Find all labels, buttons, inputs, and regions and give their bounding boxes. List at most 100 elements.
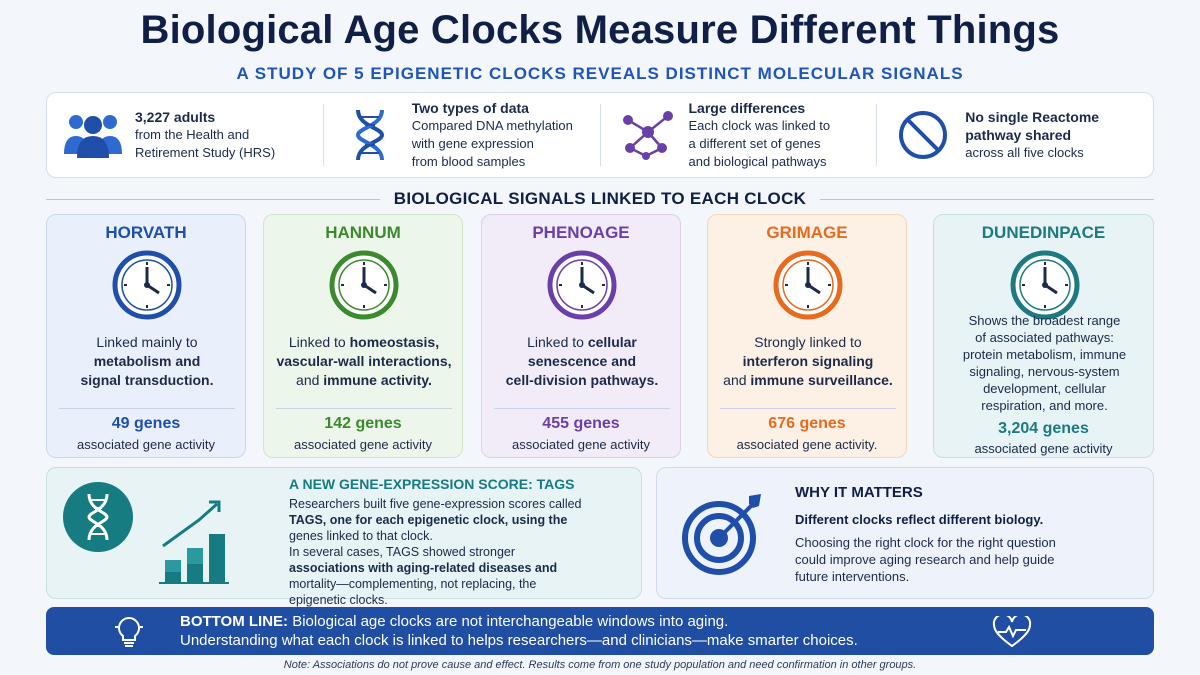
stat-participants: 3,227 adults from the Health and Retirem…: [47, 104, 324, 166]
target-arrow-icon: [679, 490, 767, 578]
tags-body: Researchers built five gene-expression s…: [289, 496, 629, 608]
stat-line: a different set of genes: [688, 136, 821, 151]
people-icon: [61, 108, 125, 162]
clock-desc-line: Linked to homeostasis,: [288, 333, 440, 350]
page-title: Biological Age Clocks Measure Different …: [140, 8, 1060, 52]
clock-desc-line: of associated pathways:: [975, 330, 1114, 345]
tags-line: epigenetic clocks.: [289, 593, 388, 607]
clock-desc-line: development, cellular: [983, 381, 1106, 396]
clock-description: Shows the broadest range of associated pa…: [942, 313, 1147, 413]
clock-card-hannum: HANNUM Linked to homeostasis, vascular-wal…: [263, 214, 463, 458]
stat-data-types: Two types of data Compared DNA methylati…: [324, 100, 601, 169]
clock-icon: [546, 249, 618, 321]
gene-count: 676 genes: [768, 415, 846, 432]
stat-head: pathway shared: [965, 127, 1072, 143]
clock-desc-line: and immune activity.: [296, 371, 432, 388]
clock-card-grimage: GRIMAGE Strongly linked to interferon sign…: [707, 214, 907, 458]
stat-line: Each clock was linked to: [688, 118, 831, 133]
section-heading: BIOLOGICAL SIGNALS LINKED TO EACH CLOCK: [46, 186, 1155, 212]
bottom-line-text: BOTTOM LINE: Biological age clocks are n…: [180, 613, 728, 630]
gene-count: 142 genes: [324, 415, 402, 432]
gene-count-caption: associated gene activity: [511, 437, 651, 452]
divider: [820, 198, 1155, 200]
no-sign-icon: [891, 108, 955, 162]
clock-description: Strongly linked to interferon signaling an…: [716, 321, 900, 401]
clock-desc-line: cell-division pathways.: [505, 371, 659, 388]
tags-line: mortality—complementing, not replacing, …: [289, 577, 537, 591]
stat-line: from the Health and: [135, 127, 250, 142]
clock-desc-line: interferon signaling: [742, 352, 874, 369]
clock-desc-line: Shows the broadest range: [968, 313, 1121, 328]
clock-cards: HORVATH Linked mainly to metabolism and sig…: [46, 214, 1154, 458]
why-body: Choosing the right clock for the right q…: [795, 534, 1115, 585]
stat-differences: Large differences Each clock was linked …: [601, 100, 878, 169]
clock-desc-line: respiration, and more.: [981, 398, 1108, 413]
stat-head: 3,227 adults: [135, 109, 216, 125]
section-title: BIOLOGICAL SIGNALS LINKED TO EACH CLOCK: [393, 189, 807, 208]
clock-icon: [1009, 249, 1081, 321]
tags-title: A NEW GENE-EXPRESSION SCORE: TAGS: [289, 476, 575, 492]
divider: [276, 408, 452, 409]
divider: [46, 198, 380, 200]
gene-count: 49 genes: [111, 415, 181, 432]
clock-desc-line: Strongly linked to: [754, 333, 862, 350]
clock-description: Linked to homeostasis, vascular-wall inte…: [272, 321, 456, 401]
clock-name: HANNUM: [325, 223, 401, 242]
heart-pulse-icon: [990, 613, 1034, 648]
stat-line: Retirement Study (HRS): [135, 145, 276, 160]
network-icon: [615, 108, 679, 162]
tags-line: genes linked to that clock.: [289, 529, 433, 543]
gene-count-caption: associated gene activity: [974, 441, 1113, 456]
clock-icon: [772, 249, 844, 321]
clock-desc-line: vascular-wall interactions,: [276, 352, 452, 369]
clock-name: DUNEDINPACE: [981, 223, 1106, 242]
stat-line: across all five clocks: [965, 145, 1084, 160]
stat-line: and biological pathways: [688, 154, 827, 169]
stat-head: Two types of data: [411, 100, 529, 116]
divider: [494, 408, 670, 409]
footnote: Note: Associations do not prove cause an…: [283, 659, 917, 671]
tags-card: A NEW GENE-EXPRESSION SCORE: TAGS Resear…: [46, 467, 642, 607]
bottom-line-banner: BOTTOM LINE: Biological age clocks are n…: [46, 607, 1154, 655]
clock-desc-line: senescence and: [527, 352, 637, 369]
stat-line: with gene expression: [411, 136, 534, 151]
gene-count-caption: associated gene activity: [76, 437, 216, 452]
gene-count-caption: associated gene activity.: [736, 437, 878, 452]
clock-icon: [111, 249, 183, 321]
gene-count: 455 genes: [542, 415, 620, 432]
clock-desc-line: metabolism and: [93, 352, 201, 369]
tags-line: Researchers built five gene-expression s…: [289, 497, 582, 511]
why-line: could improve aging research and help gu…: [795, 552, 1055, 567]
tags-line: associations with aging-related diseases…: [289, 561, 558, 575]
clock-description: Linked mainly to metabolism and signal tra…: [55, 321, 239, 401]
dna-icon: [338, 108, 402, 162]
stat-head: Large differences: [688, 100, 806, 116]
clock-description: Linked to cellular senescence and cell-div…: [490, 321, 674, 401]
why-line: future interventions.: [795, 569, 910, 584]
bottom-line-label: BOTTOM LINE:: [180, 613, 289, 630]
clock-desc-line: Linked to cellular: [527, 333, 637, 350]
why-line: Choosing the right clock for the right q…: [795, 535, 1056, 550]
why-it-matters-card: WHY IT MATTERS Different clocks reflect …: [656, 467, 1154, 599]
stat-line: Compared DNA methylation: [411, 118, 573, 133]
clock-desc-line: Linked mainly to: [96, 333, 198, 350]
page-subtitle: A STUDY OF 5 EPIGENETIC CLOCKS REVEALS D…: [236, 64, 964, 83]
stat-head: No single Reactome: [965, 109, 1100, 125]
clock-desc-line: and immune surveillance.: [723, 371, 893, 388]
clock-card-dunedinpace: DUNEDINPACE Shows the broadest range of as…: [933, 214, 1154, 458]
divider: [59, 408, 235, 409]
gene-count: 3,204 genes: [998, 420, 1089, 437]
clock-name: PHENOAGE: [532, 223, 630, 242]
clock-card-phenoage: PHENOAGE Linked to cellular senescence and…: [481, 214, 681, 458]
lightbulb-icon: [114, 615, 144, 649]
stat-line: from blood samples: [411, 154, 526, 169]
tags-line: In several cases, TAGS showed stronger: [289, 545, 516, 559]
clock-card-horvath: HORVATH Linked mainly to metabolism and sig…: [46, 214, 246, 458]
bottom-line-sentence-2: Understanding what each clock is linked …: [180, 632, 858, 649]
clock-icon: [328, 249, 400, 321]
clock-name: HORVATH: [105, 223, 187, 242]
clock-desc-line: protein metabolism, immune: [962, 347, 1127, 362]
dna-icon: [63, 482, 133, 552]
bottom-line-sentence: Biological age clocks are not interchang…: [288, 613, 729, 630]
clock-name: GRIMAGE: [766, 223, 848, 242]
